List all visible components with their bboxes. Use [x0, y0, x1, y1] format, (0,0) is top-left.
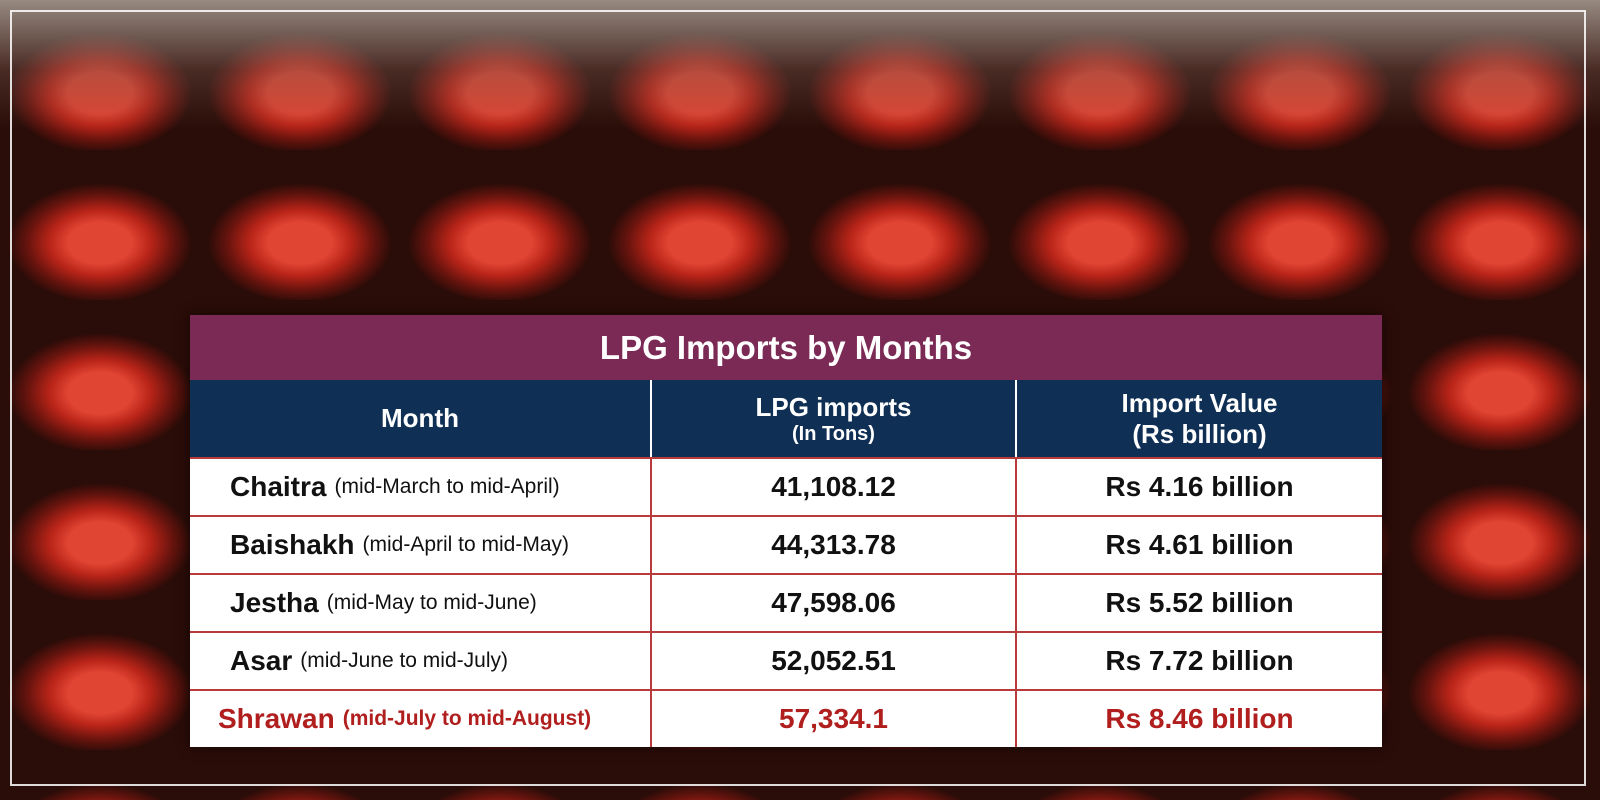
imports-value: 47,598.06	[771, 587, 896, 618]
month-name: Jestha	[230, 587, 319, 618]
header-imports-unit: (In Tons)	[792, 422, 875, 445]
imports-value: 57,334.1	[779, 703, 888, 734]
import-value: Rs 4.61 billion	[1105, 529, 1294, 560]
month-cell: Jestha (mid-May to mid-June)	[190, 573, 650, 631]
value-cell: Rs 7.72 billion	[1015, 631, 1382, 689]
header-cell: Month	[190, 380, 650, 457]
imports-cell: 47,598.06	[650, 573, 1015, 631]
header-value: Import Value	[1121, 387, 1278, 418]
month-cell: Baishakh (mid-April to mid-May)	[190, 515, 650, 573]
value-cell: Rs 5.52 billion	[1015, 573, 1382, 631]
imports-cell: 41,108.12	[650, 457, 1015, 515]
title: LPG Imports by Months	[190, 315, 1382, 380]
table: Month LPG imports (In Tons) Import Value(…	[190, 380, 1382, 747]
month-period: (mid-June to mid-July)	[300, 649, 508, 672]
month-cell: Chaitra (mid-March to mid-April)	[190, 457, 650, 515]
header-cell: Import Value (Rs billion)	[1015, 380, 1382, 457]
header-cell: LPG imports (In Tons)	[650, 380, 1015, 457]
imports-value: 41,108.12	[771, 471, 896, 502]
frame	[10, 10, 1586, 786]
imports-cell: 52,052.51	[650, 631, 1015, 689]
imports-cell: 44,313.78	[650, 515, 1015, 573]
month-name: Chaitra	[230, 471, 327, 502]
month-period: (mid-July to mid-August)	[342, 707, 592, 730]
month-period: (mid-April to mid-May)	[362, 533, 570, 556]
value-cell: Rs 4.16 billion	[1015, 457, 1382, 515]
value-cell: Rs 8.46 billion	[1015, 689, 1382, 747]
import-value: Rs 5.52 billion	[1105, 587, 1294, 618]
month-name: Baishakh	[230, 529, 355, 560]
month-period: (mid-May to mid-June)	[326, 591, 537, 614]
month-cell: Shrawan (mid-July to mid-August)	[190, 689, 650, 747]
imports-value: 44,313.78	[771, 529, 896, 560]
imports-value: 52,052.51	[771, 645, 896, 676]
month-period: (mid-March to mid-April)	[334, 475, 560, 498]
value-cell: Rs 4.61 billion	[1015, 515, 1382, 573]
month-cell: Asar (mid-June to mid-July)	[190, 631, 650, 689]
import-value: Rs 7.72 billion	[1105, 645, 1294, 676]
header-value-unit: (Rs billion)	[1132, 418, 1267, 449]
table-panel: LPG Imports by Months Month LPG imports(…	[190, 315, 1382, 747]
import-value: Rs 8.46 billion	[1105, 703, 1294, 734]
month-name: Asar	[230, 645, 293, 676]
imports-cell: 57,334.1	[650, 689, 1015, 747]
header-month: Month	[381, 403, 459, 433]
import-value: Rs 4.16 billion	[1105, 471, 1294, 502]
month-name: Shrawan	[218, 703, 335, 734]
header-imports: LPG imports	[755, 391, 912, 422]
